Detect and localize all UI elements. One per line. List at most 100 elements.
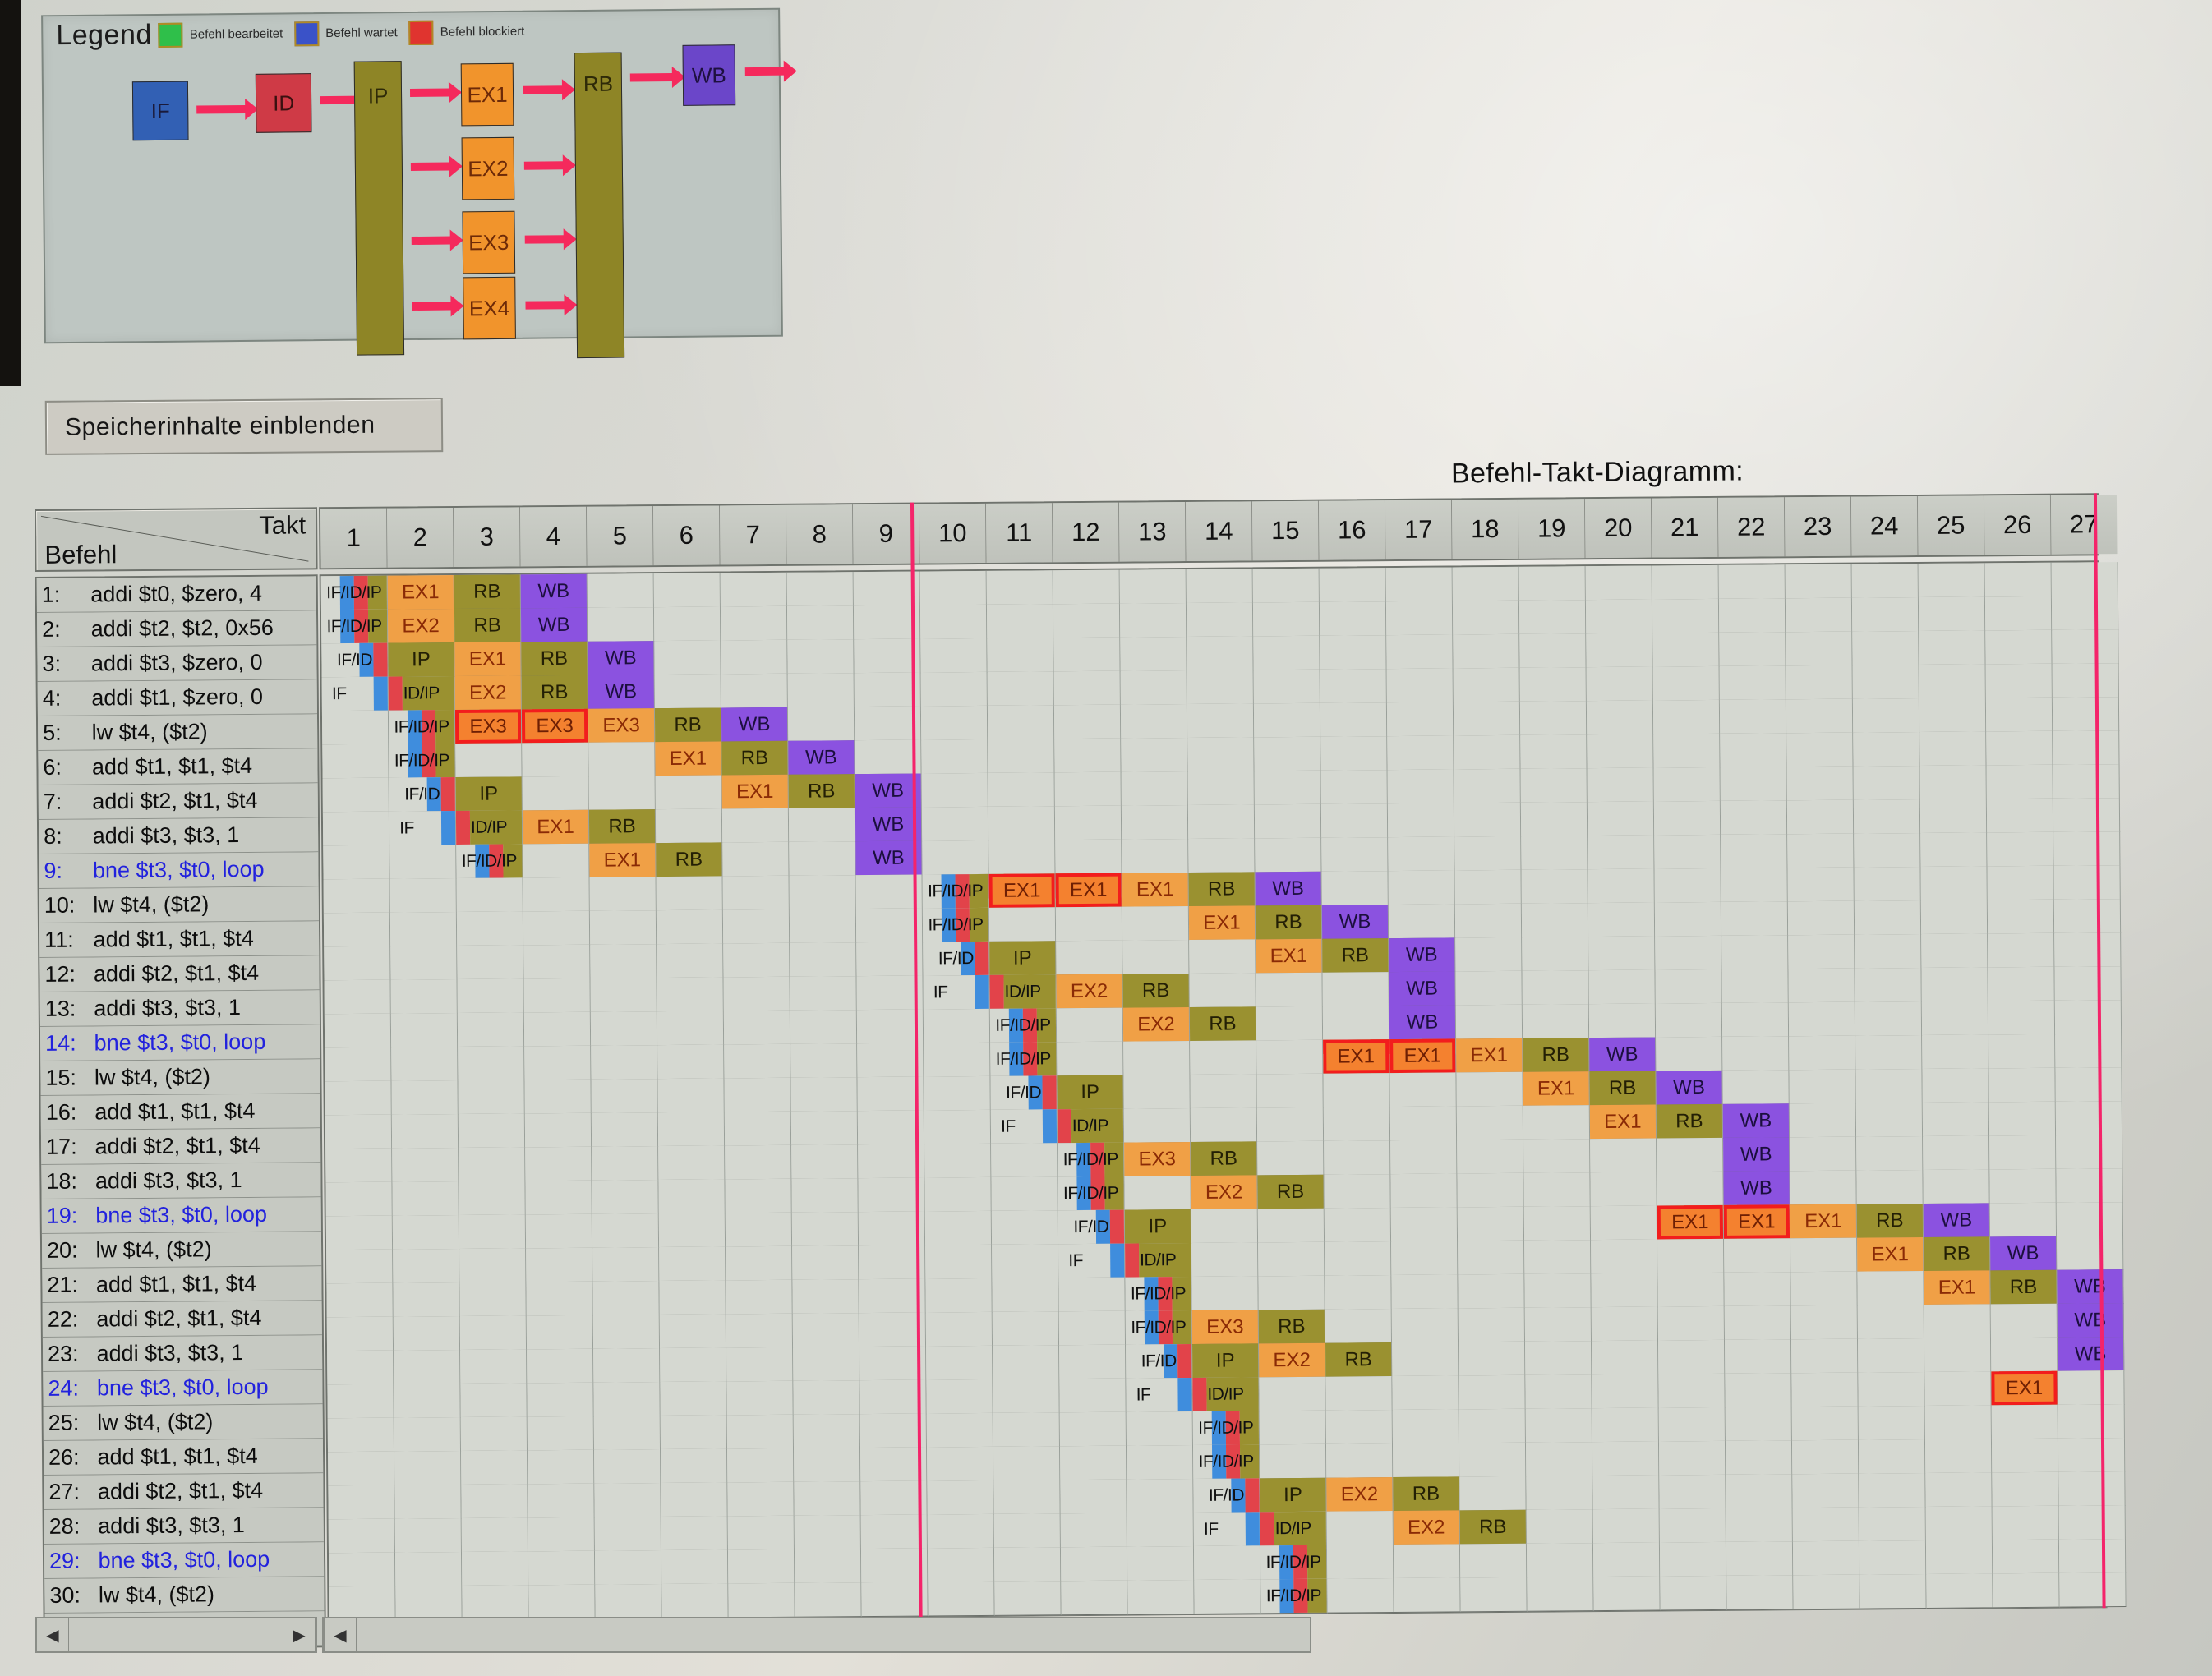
timing-cell-25-10-empty[interactable] [926, 1379, 993, 1415]
timing-cell-28-11-empty[interactable] [993, 1480, 1061, 1515]
timing-cell-13-25-empty[interactable] [1921, 967, 1988, 1002]
timing-cell-11-10-IF-ID-IP[interactable]: IF/ID/IP [922, 907, 990, 943]
timing-cell-1-15-empty[interactable] [1252, 568, 1320, 604]
timing-cell-13-5-empty[interactable] [590, 978, 657, 1013]
timing-cell-5-22-empty[interactable] [1719, 699, 1787, 734]
timing-cell-18-27-empty[interactable] [2056, 1135, 2123, 1170]
timing-cell-25-17-empty[interactable] [1392, 1375, 1459, 1411]
timing-cell-18-5-empty[interactable] [592, 1146, 659, 1181]
timing-cell-18-17-empty[interactable] [1390, 1140, 1458, 1176]
timing-cell-1-23-empty[interactable] [1785, 564, 1852, 600]
timing-cell-28-10-empty[interactable] [927, 1480, 994, 1516]
timing-cell-30-7-empty[interactable] [727, 1549, 795, 1585]
timing-cell-23-4-empty[interactable] [526, 1315, 594, 1351]
timing-cell-2-10-empty[interactable] [919, 604, 988, 640]
timing-cell-26-15-empty[interactable] [1259, 1410, 1326, 1446]
timing-cell-2-21-empty[interactable] [1652, 598, 1720, 634]
timing-cell-10-15-WB[interactable]: WB [1255, 871, 1322, 907]
timing-cell-11-5-empty[interactable] [589, 910, 657, 946]
timing-cell-3-3-EX1[interactable]: EX1 [454, 642, 522, 677]
timing-cell-21-27-empty[interactable] [2057, 1236, 2124, 1271]
timing-cell-29-18-RB[interactable]: RB [1459, 1509, 1527, 1545]
timing-cell-8-16-empty[interactable] [1320, 803, 1389, 839]
timing-cell-5-6-RB[interactable]: RB [654, 707, 722, 744]
timing-cell-29-24-empty[interactable] [1859, 1506, 1926, 1542]
timing-cell-23-10-empty[interactable] [925, 1311, 993, 1347]
timing-cell-4-4-RB[interactable]: RB [521, 675, 588, 711]
timing-cell-12-22-empty[interactable] [1721, 935, 1789, 970]
timing-cell-9-19-empty[interactable] [1521, 836, 1588, 871]
timing-cell-24-20-empty[interactable] [1592, 1340, 1659, 1376]
timing-cell-26-10-empty[interactable] [926, 1412, 994, 1448]
timing-cell-4-12-empty[interactable] [1053, 670, 1121, 707]
timing-cell-20-24-RB[interactable]: RB [1856, 1203, 1924, 1239]
instruction-row-4[interactable]: 4: addi $t1, $zero, 0 [37, 679, 317, 716]
timing-cell-2-5-empty[interactable] [587, 607, 655, 642]
timing-cell-15-24-empty[interactable] [1855, 1034, 1923, 1071]
timing-cell-30-6-empty[interactable] [661, 1549, 729, 1586]
timing-cell-16-16-empty[interactable] [1323, 1073, 1390, 1108]
timing-cell-7-16-empty[interactable] [1320, 770, 1388, 805]
timing-cell-21-14-empty[interactable] [1191, 1242, 1259, 1278]
timing-cell-13-3-empty[interactable] [457, 978, 524, 1014]
timing-cell-2-15-empty[interactable] [1252, 601, 1320, 638]
timing-cell-4-18-empty[interactable] [1453, 667, 1520, 703]
timing-cell-4-20-empty[interactable] [1586, 666, 1653, 702]
timing-cell-16-23-empty[interactable] [1789, 1069, 1856, 1105]
timing-cell-26-2-empty[interactable] [394, 1416, 462, 1453]
timing-cell-4-16-empty[interactable] [1320, 669, 1387, 704]
timing-cell-8-21-empty[interactable] [1653, 800, 1721, 836]
timing-cell-7-20-empty[interactable] [1587, 767, 1654, 803]
timing-cell-22-10-empty[interactable] [925, 1278, 993, 1314]
timing-cell-12-4-empty[interactable] [523, 944, 591, 980]
timing-cell-9-16-empty[interactable] [1321, 837, 1389, 873]
timing-cell-19-19-empty[interactable] [1523, 1172, 1591, 1208]
timing-cell-4-1-IF[interactable]: IF [321, 676, 389, 712]
timing-cell-20-22-EX1[interactable]: EX1 [1723, 1204, 1791, 1240]
timing-cell-29-14-IF[interactable]: IF [1193, 1512, 1260, 1547]
instruction-row-27[interactable]: 27: addi $t2, $t1, $t4 [44, 1473, 324, 1510]
timing-cell-7-19-empty[interactable] [1520, 768, 1588, 803]
timing-cell-18-22-WB[interactable]: WB [1723, 1137, 1790, 1172]
timing-cell-13-19-empty[interactable] [1522, 970, 1589, 1006]
timing-cell-22-18-empty[interactable] [1458, 1273, 1525, 1310]
instruction-row-9[interactable]: 9: bne $t3, $t0, loop [39, 852, 319, 889]
timing-cell-31-15-IF-ID-IP[interactable]: IF/ID/IP [1260, 1578, 1328, 1614]
timing-cell-17-15-empty[interactable] [1256, 1107, 1325, 1143]
timing-cell-18-8-empty[interactable] [791, 1144, 859, 1180]
timing-cell-23-27-WB[interactable]: WB [2057, 1303, 2124, 1338]
timing-cell-13-4-empty[interactable] [523, 978, 591, 1014]
timing-cell-19-18-empty[interactable] [1457, 1172, 1524, 1209]
timing-cell-26-20-empty[interactable] [1592, 1407, 1659, 1443]
timing-cell-6-20-empty[interactable] [1587, 734, 1654, 770]
timing-cell-3-1-IF-ID[interactable]: IF/ID [321, 642, 389, 679]
timing-cell-21-20-empty[interactable] [1591, 1239, 1658, 1275]
timing-cell-28-3-empty[interactable] [461, 1484, 528, 1519]
timing-cell-10-8-empty[interactable] [789, 875, 856, 910]
timing-cell-19-2-empty[interactable] [392, 1181, 459, 1217]
timing-cell-31-14-empty[interactable] [1194, 1579, 1261, 1614]
timing-cell-27-16-empty[interactable] [1325, 1443, 1394, 1479]
timing-cell-28-18-empty[interactable] [1459, 1476, 1527, 1512]
timing-cell-16-13-empty[interactable] [1123, 1074, 1191, 1110]
instruction-row-22[interactable]: 22: addi $t2, $t1, $t4 [42, 1301, 322, 1338]
timing-cell-7-23-empty[interactable] [1786, 766, 1854, 802]
timing-cell-30-14-empty[interactable] [1193, 1545, 1261, 1581]
timing-cell-10-5-empty[interactable] [589, 877, 657, 912]
timing-cell-12-13-empty[interactable] [1122, 939, 1190, 975]
timing-cell-22-4-empty[interactable] [526, 1281, 593, 1317]
timing-cell-25-21-empty[interactable] [1658, 1373, 1726, 1409]
timing-cell-16-4-empty[interactable] [524, 1079, 592, 1115]
timing-cell-13-12-EX2[interactable]: EX2 [1056, 974, 1123, 1010]
timing-cell-9-27-empty[interactable] [2053, 831, 2121, 867]
timing-cell-8-1-empty[interactable] [322, 811, 390, 847]
timing-cell-12-16-RB[interactable]: RB [1322, 938, 1389, 974]
timing-cell-17-25-empty[interactable] [1922, 1102, 1990, 1137]
timing-cell-29-2-empty[interactable] [394, 1517, 462, 1554]
timing-cell-31-5-empty[interactable] [595, 1584, 662, 1619]
timing-cell-20-19-empty[interactable] [1523, 1206, 1592, 1241]
timing-cell-22-16-empty[interactable] [1325, 1275, 1392, 1310]
timing-cell-4-22-empty[interactable] [1719, 665, 1786, 701]
timing-cell-17-23-empty[interactable] [1789, 1103, 1857, 1139]
timing-cell-27-25-empty[interactable] [1924, 1439, 1993, 1474]
